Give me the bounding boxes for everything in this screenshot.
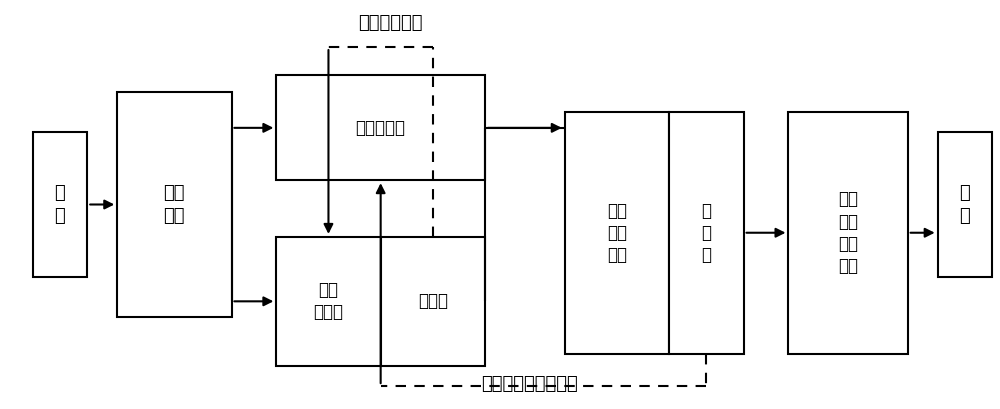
Text: 厌氧释磷池: 厌氧释磷池 [356,119,406,137]
Bar [938,132,992,277]
Bar [276,75,485,180]
Text: 反硝
化除
磷池: 反硝 化除 磷池 [607,202,627,264]
Text: 高效
好氧池: 高效 好氧池 [313,281,343,321]
Bar [381,237,485,366]
Bar [276,237,381,366]
Text: 沉
淀
池: 沉 淀 池 [701,202,711,264]
Bar [33,132,87,277]
Bar [117,92,232,317]
Text: 混凝
沉淀: 混凝 沉淀 [164,184,185,225]
Text: 沉淀池: 沉淀池 [418,292,448,310]
Text: 动态
膜生
物反
应器: 动态 膜生 物反 应器 [838,191,858,275]
Text: 出
水: 出 水 [960,184,970,225]
Bar [565,112,669,354]
Bar [788,112,908,354]
Text: 进
水: 进 水 [55,184,65,225]
Text: 反硝化除磷污泥回流: 反硝化除磷污泥回流 [481,375,578,393]
Text: 好氧污泥回流: 好氧污泥回流 [358,14,423,32]
Bar [669,112,744,354]
